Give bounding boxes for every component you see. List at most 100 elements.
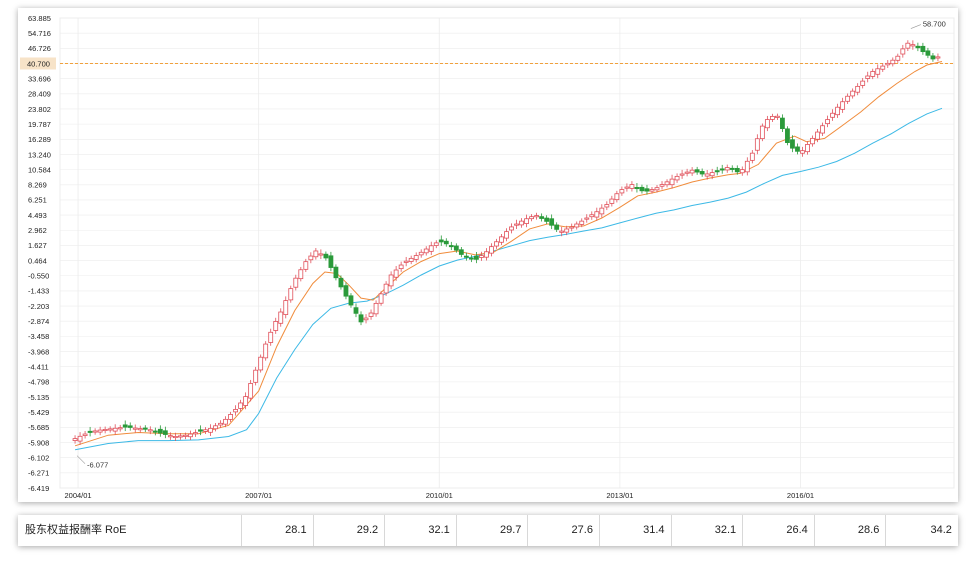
candle-body <box>875 68 881 75</box>
candle-body <box>669 178 675 186</box>
candle-body <box>198 429 203 432</box>
candle-body <box>147 429 153 432</box>
candle-body <box>629 184 635 189</box>
y-tick-label: 19.787 <box>28 120 51 129</box>
candle-body <box>428 245 434 252</box>
candle-body <box>579 220 585 225</box>
candle-body <box>383 283 389 294</box>
table-cell: 32.1 <box>672 515 744 546</box>
candle-body <box>162 430 168 435</box>
y-tick-label: -6.102 <box>28 453 49 462</box>
candle-body <box>243 396 249 406</box>
candle-body <box>905 42 911 49</box>
candlestick-chart: 2004/01 2007/01 2010/01 2013/01 2016/01 63.88… <box>20 14 955 500</box>
candle-body <box>644 188 650 192</box>
candle-body <box>443 240 449 245</box>
min-annotation: -6.077 <box>87 461 108 470</box>
table-cell: 27.6 <box>528 515 600 546</box>
candle-body <box>599 207 605 215</box>
y-tick-label: 63.885 <box>28 14 51 23</box>
candle-body <box>188 433 193 438</box>
candle-body <box>754 138 760 151</box>
candle-body <box>468 257 474 260</box>
candle-body <box>860 80 866 86</box>
candle-body <box>363 317 369 321</box>
y-tick-label: 8.269 <box>28 181 47 190</box>
candle-body <box>263 343 269 359</box>
candle-body <box>729 167 735 170</box>
y-tick-label: -5.685 <box>28 423 49 432</box>
candle-body <box>714 170 720 173</box>
candle-body <box>624 186 630 189</box>
candle-body <box>172 436 178 439</box>
candle-body <box>418 251 424 256</box>
candle-body <box>473 255 479 260</box>
ma-short-line <box>74 61 943 447</box>
ma-long-line <box>75 107 943 451</box>
candle-body <box>132 427 138 430</box>
candle-body <box>835 106 841 116</box>
candle-body <box>504 231 509 239</box>
candle-body <box>709 172 715 177</box>
candle-body <box>519 220 524 226</box>
candle-body <box>870 71 876 77</box>
candle-body <box>795 146 800 152</box>
candle-body <box>268 331 274 343</box>
candle-body <box>479 255 484 258</box>
y-tick-label: 13.240 <box>28 150 51 159</box>
candle-body <box>238 402 244 409</box>
candle-body <box>915 45 921 49</box>
y-tick-label: -0.550 <box>28 272 49 281</box>
candle-body <box>248 383 254 399</box>
row-label: 股东权益报酬率 RoE <box>18 515 242 546</box>
candle-body <box>178 435 183 438</box>
candle-body <box>684 171 690 174</box>
candle-body <box>112 427 118 432</box>
candle-body <box>810 137 815 145</box>
y-tick-label: 0.464 <box>28 256 47 265</box>
candle-body <box>930 55 936 60</box>
candle-body <box>679 173 685 176</box>
candle-body <box>484 251 489 258</box>
max-annotation: 58.700 <box>923 20 946 29</box>
x-tick-label: 2004/01 <box>64 491 91 500</box>
candle-body <box>353 307 359 314</box>
candle-body <box>298 269 304 280</box>
candle-body <box>749 152 755 161</box>
y-tick-label: -2.203 <box>28 302 49 311</box>
candle-body <box>453 245 459 251</box>
y-tick-label: 46.726 <box>28 44 51 53</box>
candle-body <box>850 90 856 97</box>
candle-body <box>463 255 469 258</box>
candle-body <box>805 144 810 153</box>
candle-body <box>895 55 901 61</box>
plot-frame <box>59 17 955 489</box>
candle-body <box>724 167 730 171</box>
min-annotation-line <box>76 455 86 464</box>
candle-body <box>910 44 916 47</box>
candle-body <box>694 169 700 173</box>
candle-body <box>433 242 439 246</box>
y-tick-label: 33.696 <box>28 74 51 83</box>
y-tick-label: 54.716 <box>28 29 51 38</box>
candle-body <box>584 217 590 220</box>
candle-body <box>102 428 108 431</box>
candle-body <box>333 266 339 279</box>
highlight-label-bg <box>20 57 56 70</box>
candle-body <box>122 424 128 428</box>
candle-body <box>719 168 725 171</box>
candle-body <box>739 169 745 174</box>
candle-body <box>142 427 148 430</box>
candle-body <box>529 216 534 220</box>
y-tick-label: -4.798 <box>28 378 49 387</box>
candle-body <box>208 427 213 433</box>
candle-body <box>840 101 846 110</box>
candle-body <box>358 314 364 323</box>
candle-body <box>458 249 464 255</box>
candle-body <box>127 425 133 428</box>
x-tick-label: 2007/01 <box>245 491 272 500</box>
highlight-label: 40.700 <box>27 59 50 68</box>
candle-body <box>258 356 264 371</box>
candle-body <box>157 428 163 434</box>
y-tick-label: 16.289 <box>28 135 51 144</box>
